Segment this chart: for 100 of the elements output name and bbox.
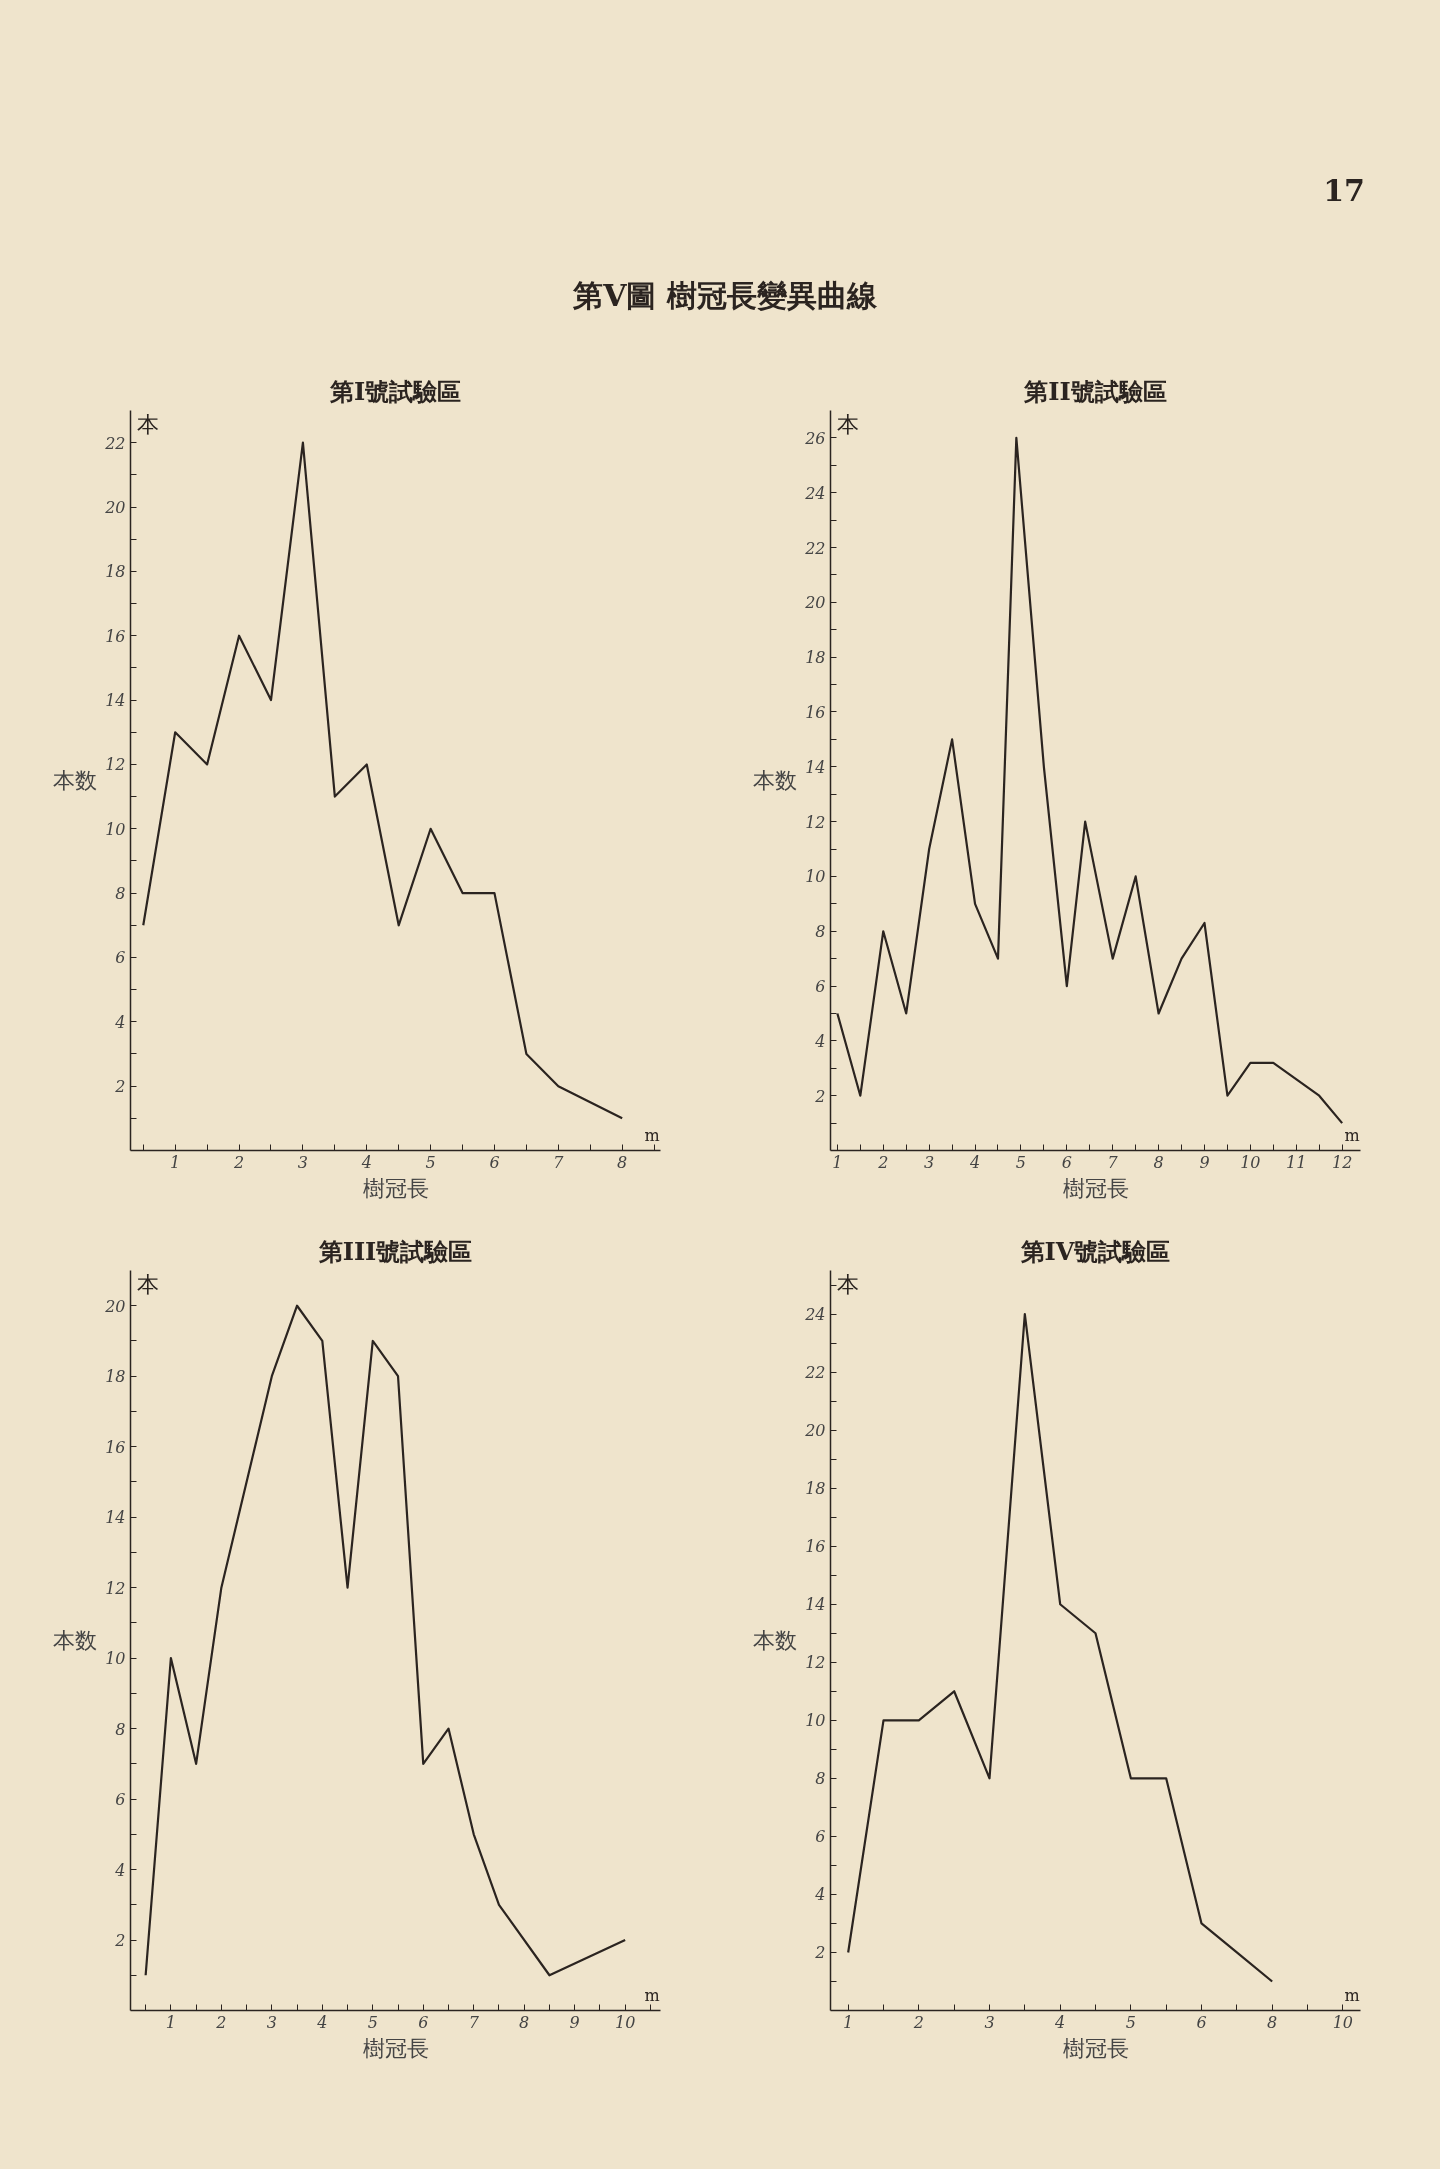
x-tick-label: 5 [1015, 1152, 1027, 1172]
x-tick-label: 4 [316, 2012, 328, 2032]
y-axis-title: 本数 [53, 768, 98, 793]
y-tick-label: 20 [804, 1421, 826, 1441]
x-tick-label: 2 [877, 1152, 889, 1172]
y-tick-label: 16 [105, 1437, 126, 1457]
y-tick-label: 4 [814, 1885, 826, 1905]
y-tick-label: 8 [815, 922, 826, 942]
x-tick-label: 3 [297, 1152, 309, 1172]
y-tick-label: 14 [105, 1508, 126, 1528]
x-tick-label: 3 [984, 2012, 995, 2032]
y-tick-label: 18 [805, 1479, 826, 1499]
x-tick-label: 8 [519, 2012, 530, 2032]
text: 17 [1323, 172, 1365, 210]
x-axis-title: 樹冠長 [362, 1175, 429, 1201]
x-tick-label: 1 [170, 1152, 181, 1172]
y-tick-label: 12 [805, 812, 826, 832]
y-tick-label: 2 [114, 1077, 126, 1097]
annotation: m [644, 1985, 660, 2005]
y-tick-label: 22 [804, 1363, 826, 1383]
x-tick-label: 7 [553, 1152, 565, 1172]
y-tick-label: 2 [814, 1943, 826, 1963]
x-tick-label: 4 [360, 1152, 372, 1172]
x-tick-label: 10 [614, 2012, 636, 2032]
x-tick-label: 8 [1153, 1152, 1164, 1172]
y-tick-label: 6 [115, 1790, 126, 1810]
annotation: 本 [836, 411, 859, 437]
x-tick-label: 7 [468, 2012, 480, 2032]
y-tick-label: 14 [805, 1595, 826, 1615]
line-series [142, 441, 624, 1120]
x-tick-label: 8 [1267, 2012, 1278, 2032]
y-tick-label: 8 [115, 1719, 126, 1739]
y-tick-label: 14 [105, 691, 126, 711]
y-tick-label: 12 [105, 1578, 126, 1598]
x-tick-label: 7 [1107, 1152, 1119, 1172]
x-tick-label: 1 [843, 2012, 854, 2032]
chart-title: 第IV號試驗區 [1019, 1236, 1171, 1266]
y-axis-title: 本数 [53, 1628, 98, 1653]
x-axis-title: 樹冠長 [1062, 1175, 1129, 1201]
y-tick-label: 22 [804, 538, 826, 558]
y-tick-label: 4 [814, 1031, 826, 1051]
x-tick-label: 1 [165, 2012, 176, 2032]
x-tick-label: 2 [215, 2012, 227, 2032]
x-tick-label: 5 [367, 2012, 378, 2032]
chart-title: 第III號試驗區 [317, 1236, 473, 1266]
y-tick-label: 10 [105, 1649, 126, 1669]
y-tick-label: 6 [815, 1827, 826, 1847]
y-tick-label: 18 [105, 1367, 126, 1387]
line-series [847, 1312, 1274, 1983]
y-tick-label: 16 [105, 626, 126, 646]
x-tick-label: 5 [425, 1152, 436, 1172]
x-tick-label: 2 [912, 2012, 924, 2032]
x-tick-label: 1 [832, 1152, 843, 1172]
y-tick-label: 20 [104, 498, 126, 518]
x-tick-label: 12 [1331, 1152, 1353, 1172]
annotation: m [644, 1125, 660, 1145]
x-tick-label: 2 [232, 1152, 245, 1172]
y-tick-label: 6 [815, 977, 826, 997]
x-tick-label: 4 [1054, 2012, 1066, 2032]
y-tick-label: 20 [804, 593, 826, 613]
x-tick-label: 6 [1061, 1152, 1072, 1172]
x-tick-label: 9 [1199, 1152, 1210, 1172]
annotation: 本 [136, 1271, 159, 1297]
x-tick-label: 10 [1332, 2012, 1354, 2032]
y-tick-label: 4 [114, 1012, 126, 1032]
y-tick-label: 12 [105, 755, 126, 775]
x-tick-label: 6 [418, 2012, 429, 2032]
y-tick-label: 10 [105, 819, 126, 839]
y-tick-label: 10 [805, 1711, 826, 1731]
y-tick-label: 26 [804, 428, 826, 448]
x-axis-title: 樹冠長 [362, 2035, 429, 2061]
x-tick-label: 10 [1240, 1152, 1261, 1172]
x-tick-label: 3 [266, 2012, 277, 2032]
y-tick-label: 4 [114, 1860, 126, 1880]
y-tick-label: 24 [804, 1305, 826, 1325]
y-tick-label: 12 [805, 1653, 826, 1673]
y-tick-label: 20 [104, 1296, 126, 1316]
y-tick-label: 24 [804, 483, 826, 503]
x-tick-label: 9 [569, 2012, 580, 2032]
annotation: 本 [836, 1271, 859, 1297]
y-tick-label: 22 [104, 433, 126, 453]
x-axis-title: 樹冠長 [1062, 2035, 1129, 2061]
x-tick-label: 11 [1286, 1152, 1307, 1172]
x-tick-label: 3 [924, 1152, 935, 1172]
y-tick-label: 16 [805, 1537, 826, 1557]
chart-title: 第II號試驗區 [1023, 376, 1167, 406]
y-axis-title: 本数 [753, 1628, 798, 1653]
x-tick-label: 4 [968, 1152, 981, 1172]
y-tick-label: 8 [115, 884, 126, 904]
x-tick-label: 8 [617, 1152, 628, 1172]
y-tick-label: 6 [115, 948, 126, 968]
y-tick-label: 10 [805, 867, 826, 887]
chart-title: 第I號試驗區 [328, 376, 462, 406]
x-tick-label: 6 [1196, 2012, 1207, 2032]
annotation: 本 [136, 411, 159, 437]
x-tick-label: 5 [1125, 2012, 1136, 2032]
y-tick-label: 8 [815, 1769, 826, 1789]
y-tick-label: 18 [105, 562, 126, 582]
x-tick-label: 6 [489, 1152, 500, 1172]
y-tick-label: 2 [114, 1931, 126, 1951]
